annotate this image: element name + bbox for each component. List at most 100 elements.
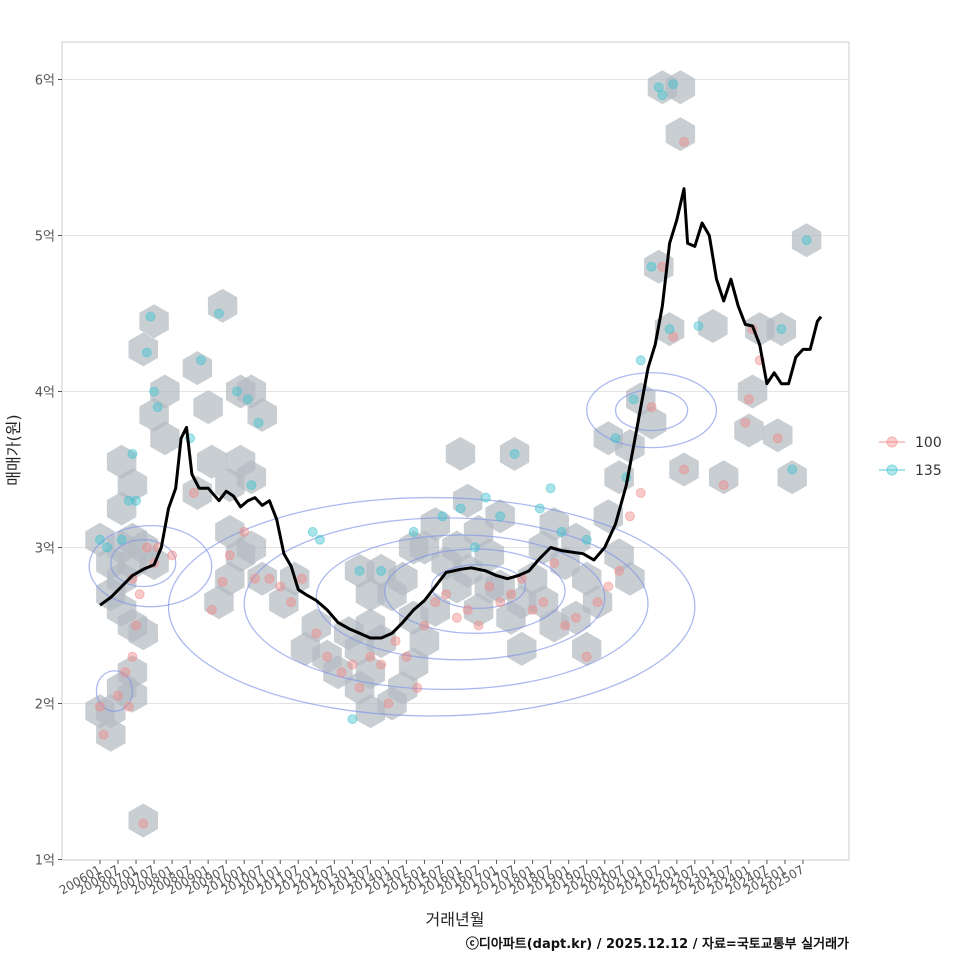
hex-bins — [85, 70, 822, 838]
data-point-135 — [102, 542, 113, 553]
data-point-100 — [365, 651, 376, 662]
data-point-135 — [408, 526, 419, 537]
data-point-135 — [693, 320, 704, 331]
data-point-100 — [188, 487, 199, 498]
hex-bin — [182, 351, 213, 386]
hex-bin — [474, 538, 505, 573]
data-point-100 — [217, 576, 228, 587]
data-point-135 — [545, 483, 556, 494]
data-point-100 — [311, 628, 322, 639]
hex-bin — [366, 624, 396, 659]
hex-bin — [236, 530, 267, 565]
hex-bin — [499, 436, 530, 471]
trend-line-group — [99, 187, 823, 640]
data-point-100 — [296, 573, 307, 584]
data-point-100 — [718, 480, 729, 491]
data-point-100 — [581, 651, 592, 662]
data-point-135 — [628, 394, 639, 405]
hex-bin — [763, 418, 793, 453]
data-point-100 — [141, 542, 152, 553]
hex-bin — [193, 390, 223, 425]
data-point-100 — [635, 487, 646, 498]
data-point-100 — [347, 659, 358, 670]
data-point-100 — [772, 433, 783, 444]
data-point-100 — [419, 620, 430, 631]
data-point-100 — [113, 690, 124, 701]
source-caption: ⓒ디아파트(dapt.kr) / 2025.12.12 / 자료=국토교통부 실… — [465, 937, 849, 952]
data-point-135 — [246, 480, 257, 491]
grid-lines — [62, 79, 849, 860]
data-point-135 — [152, 402, 163, 413]
hex-bin — [665, 70, 696, 105]
data-point-135 — [610, 433, 621, 444]
hex-bin — [236, 460, 267, 495]
hex-bin — [561, 522, 591, 557]
legend-key-dot-100 — [886, 436, 898, 448]
density-contour — [243, 517, 649, 691]
hex-bin — [445, 436, 476, 471]
data-point-100 — [401, 651, 412, 662]
data-point-135 — [123, 495, 134, 506]
data-point-135 — [195, 355, 206, 366]
data-point-100 — [239, 526, 250, 537]
trend-line — [99, 187, 823, 640]
data-point-100 — [527, 604, 538, 615]
data-point-135 — [231, 386, 242, 397]
hex-bin — [388, 561, 418, 596]
data-point-100 — [473, 620, 484, 631]
data-point-135 — [787, 464, 798, 475]
hex-bin — [128, 803, 158, 838]
data-point-100 — [441, 589, 452, 600]
legend-label-100: 100 — [915, 435, 942, 451]
data-point-135 — [314, 534, 325, 545]
data-point-135 — [668, 79, 679, 90]
hex-bin — [669, 452, 699, 487]
data-point-135 — [116, 534, 127, 545]
data-point-100 — [336, 667, 347, 678]
data-point-100 — [322, 651, 333, 662]
data-point-100 — [206, 604, 217, 615]
data-point-100 — [538, 597, 549, 608]
density-contour — [614, 389, 689, 432]
data-point-135 — [556, 526, 567, 537]
data-point-100 — [743, 394, 754, 405]
data-point-100 — [462, 604, 473, 615]
hex-bin — [734, 413, 764, 448]
hex-bin — [766, 312, 797, 347]
y-tick-label: 5억 — [35, 230, 55, 245]
y-tick-label: 1억 — [35, 854, 55, 869]
data-point-100 — [412, 682, 423, 693]
data-point-100 — [495, 597, 506, 608]
y-tick-label: 6억 — [35, 74, 55, 89]
data-point-135 — [131, 495, 142, 506]
legend-label-135: 135 — [915, 463, 942, 479]
density-contour — [88, 525, 213, 608]
hex-bin — [420, 507, 450, 542]
data-point-100 — [286, 597, 297, 608]
data-point-100 — [120, 667, 131, 678]
hex-bin — [236, 374, 267, 409]
data-point-135 — [801, 235, 812, 246]
hex-bin — [420, 592, 450, 627]
density-contour — [431, 564, 527, 609]
hex-bin — [150, 374, 180, 409]
data-point-100 — [98, 729, 109, 740]
data-point-135 — [307, 526, 318, 537]
data-point-135 — [581, 534, 592, 545]
data-point-100 — [679, 136, 690, 147]
hex-bin — [665, 117, 696, 152]
hex-bin — [128, 616, 158, 651]
data-point-100 — [624, 511, 635, 522]
x-axis-title: 거래년월 — [426, 910, 485, 929]
hex-bin — [791, 223, 822, 258]
data-point-100 — [484, 581, 495, 592]
data-point-135 — [495, 511, 506, 522]
data-point-135 — [437, 511, 448, 522]
data-point-100 — [383, 698, 394, 709]
data-point-100 — [250, 573, 261, 584]
data-point-100 — [549, 558, 560, 569]
y-tick-label: 4억 — [35, 386, 55, 401]
legend-key-dot-135 — [886, 464, 898, 476]
legend-entry-100: 100 — [879, 435, 942, 451]
